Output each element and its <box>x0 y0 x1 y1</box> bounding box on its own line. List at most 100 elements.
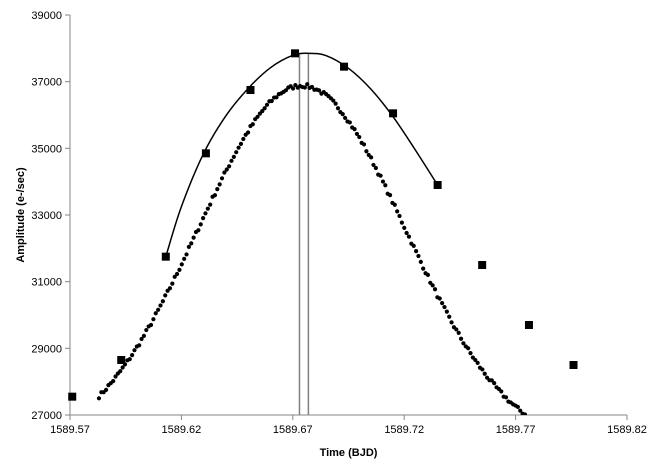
data-point <box>568 434 572 438</box>
data-point <box>397 213 402 219</box>
data-point <box>229 158 234 163</box>
data-point <box>587 440 591 444</box>
data-point <box>413 249 419 254</box>
y-tick-label: 37000 <box>31 77 62 89</box>
data-point <box>156 307 161 312</box>
x-tick-label: 1589.72 <box>384 424 424 436</box>
y-tick-label: 27000 <box>31 410 62 422</box>
data-point <box>335 106 341 111</box>
data-point <box>380 179 386 184</box>
data-point <box>189 241 194 246</box>
data-point <box>461 341 466 346</box>
data-point <box>449 320 454 325</box>
data-point <box>437 296 442 301</box>
dense-dot-series <box>96 82 591 445</box>
vertical-lines <box>298 53 310 415</box>
data-point <box>563 434 567 438</box>
data-point <box>184 252 189 257</box>
data-point <box>551 430 555 434</box>
data-point <box>309 84 315 90</box>
data-point <box>378 173 383 178</box>
data-point <box>544 427 548 431</box>
data-point <box>580 437 584 441</box>
data-point <box>250 122 255 127</box>
data-point <box>354 131 360 137</box>
data-point <box>203 211 208 216</box>
data-point <box>137 343 142 348</box>
data-point <box>172 274 177 279</box>
y-tick-label: 31000 <box>31 277 62 289</box>
data-point <box>215 187 220 192</box>
data-point <box>482 371 487 376</box>
data-point <box>151 317 156 322</box>
data-point <box>352 127 357 132</box>
data-point <box>383 183 388 188</box>
data-point <box>399 220 404 225</box>
data-point <box>217 182 222 187</box>
data-point <box>148 322 154 328</box>
square-point <box>524 321 533 329</box>
data-point <box>127 357 132 362</box>
data-point <box>139 336 144 342</box>
data-point <box>549 428 553 432</box>
x-tick-label: 1589.62 <box>162 424 202 436</box>
data-point <box>468 351 473 356</box>
data-point <box>118 369 123 374</box>
data-point <box>262 106 267 111</box>
data-point <box>331 98 336 103</box>
y-tick-labels: 27000 29000 31000 33000 35000 37000 39000 <box>31 10 62 422</box>
data-point <box>283 88 289 93</box>
data-point <box>542 423 546 427</box>
data-point <box>129 353 135 358</box>
square-point <box>246 86 255 94</box>
data-point <box>191 235 196 240</box>
data-point <box>227 164 232 169</box>
data-point <box>236 145 241 150</box>
data-point <box>103 387 109 393</box>
data-point <box>186 244 191 249</box>
data-point <box>442 304 447 310</box>
data-point <box>584 439 588 443</box>
data-point <box>575 436 579 440</box>
square-point <box>340 62 349 71</box>
data-point <box>174 271 180 277</box>
data-point <box>231 154 236 159</box>
data-point <box>404 230 409 236</box>
data-point <box>361 142 367 147</box>
data-point <box>532 418 536 422</box>
data-point <box>421 266 426 271</box>
data-point <box>177 267 182 272</box>
data-point <box>111 379 116 384</box>
data-point <box>440 301 445 306</box>
data-point <box>537 421 541 425</box>
data-point <box>454 327 459 332</box>
data-point <box>582 441 586 445</box>
data-point <box>430 283 435 288</box>
data-point <box>425 272 431 277</box>
data-point <box>153 311 158 316</box>
data-point <box>373 165 378 171</box>
x-axis-title: Time (BJD) <box>320 447 378 459</box>
data-point <box>198 222 203 227</box>
square-marker-series <box>68 49 578 401</box>
x-tick-labels: 1589.57 1589.62 1589.67 1589.72 1589.77 1589.… <box>50 424 647 436</box>
data-point <box>369 155 374 160</box>
data-point <box>558 433 562 437</box>
data-point <box>518 408 523 413</box>
y-axis-title: Amplitude (e-/sec) <box>15 167 27 263</box>
data-point <box>577 437 581 441</box>
data-point <box>456 330 461 335</box>
data-point <box>554 429 558 433</box>
y-tick-label: 33000 <box>31 210 62 222</box>
data-point <box>219 176 225 181</box>
data-point <box>167 286 173 291</box>
data-point <box>238 141 244 146</box>
square-point <box>291 49 300 58</box>
data-point <box>395 209 400 214</box>
data-point <box>432 287 438 292</box>
data-point <box>160 299 165 304</box>
data-point <box>163 293 168 298</box>
data-point <box>473 357 478 363</box>
data-point <box>371 162 376 168</box>
